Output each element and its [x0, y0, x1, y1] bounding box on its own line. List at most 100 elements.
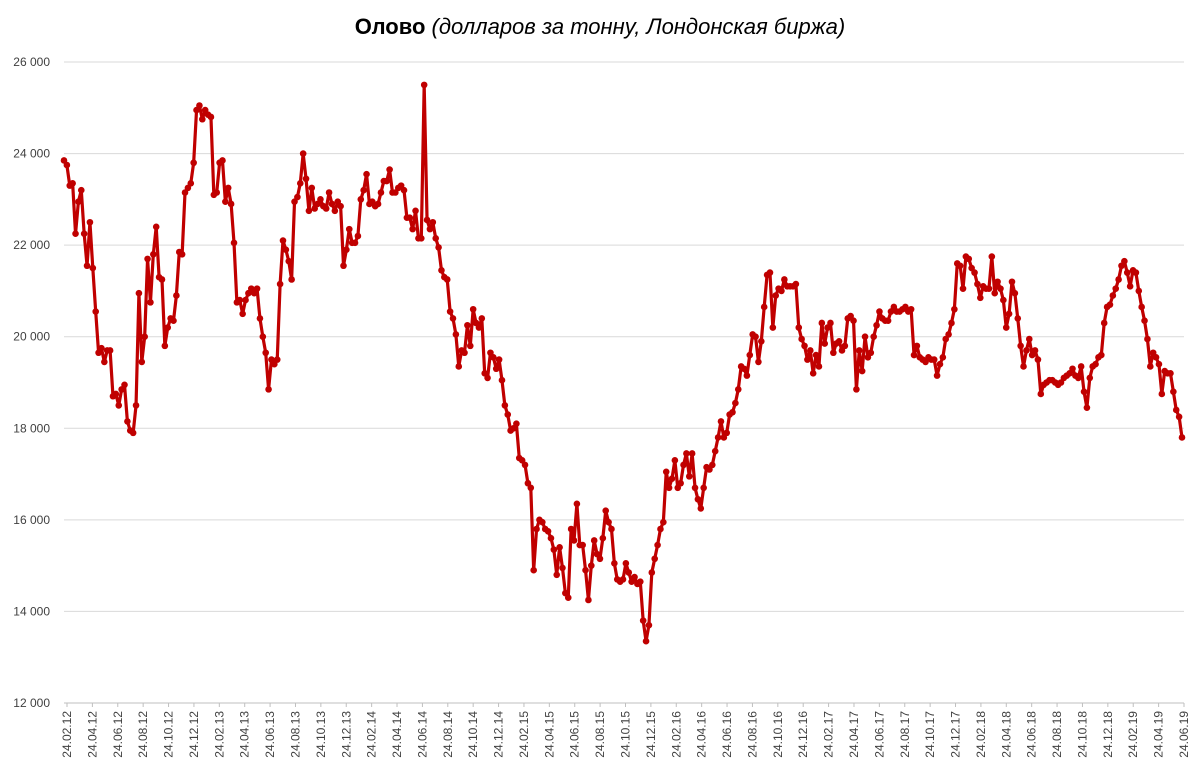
data-point — [1132, 269, 1140, 276]
data-point — [429, 218, 437, 226]
data-point — [331, 207, 339, 215]
series-line — [62, 83, 1184, 643]
data-point — [723, 429, 731, 437]
data-point — [585, 596, 592, 604]
data-point — [112, 390, 120, 398]
chart-title: Олово (долларов за тонну, Лондонская бир… — [355, 14, 845, 39]
data-point — [132, 402, 140, 409]
data-point — [1017, 342, 1024, 350]
data-point — [544, 528, 552, 535]
data-point — [729, 408, 736, 416]
x-tick-label: 24.02.14 — [365, 711, 379, 758]
data-point — [850, 317, 857, 324]
data-point — [913, 342, 921, 350]
data-point — [772, 292, 780, 299]
data-point — [1167, 370, 1174, 377]
data-point — [812, 351, 820, 359]
data-point — [1008, 278, 1016, 286]
data-point — [1034, 356, 1042, 363]
data-point — [977, 294, 984, 302]
x-tick-label: 24.10.18 — [1075, 711, 1089, 758]
data-point — [752, 333, 759, 341]
data-point — [959, 285, 967, 292]
data-point — [697, 505, 705, 512]
data-point — [997, 285, 1004, 292]
data-point — [1155, 360, 1163, 368]
y-tick-label: 26 000 — [13, 55, 50, 69]
data-point — [423, 216, 431, 224]
x-tick-label: 24.04.16 — [695, 711, 709, 758]
data-point — [870, 333, 877, 341]
data-point — [660, 518, 667, 526]
data-point — [714, 434, 722, 441]
data-point — [106, 347, 114, 354]
x-tick-label: 24.12.13 — [339, 711, 353, 758]
data-point — [1112, 285, 1120, 292]
data-point — [933, 372, 941, 379]
data-point — [259, 333, 267, 341]
data-point — [677, 479, 684, 487]
data-point — [435, 244, 442, 251]
data-point — [527, 484, 535, 492]
data-point — [1011, 289, 1019, 297]
x-tick-label: 24.04.18 — [999, 711, 1013, 758]
data-point — [792, 280, 800, 288]
y-tick-label: 20 000 — [13, 330, 50, 344]
y-tick-label: 12 000 — [13, 696, 50, 710]
x-tick-label: 24.08.14 — [441, 711, 455, 758]
data-point — [1086, 374, 1094, 382]
data-point — [69, 180, 76, 187]
x-tick-label: 24.10.15 — [619, 711, 633, 758]
data-point — [438, 267, 445, 274]
data-point — [1138, 303, 1145, 311]
data-point — [553, 571, 561, 579]
data-point — [374, 200, 382, 208]
data-point — [273, 356, 281, 363]
data-point — [75, 198, 82, 205]
x-tick-label: 24.04.14 — [390, 711, 404, 758]
data-point — [207, 113, 215, 121]
data-point — [1083, 404, 1091, 411]
data-point — [178, 251, 186, 258]
data-point — [971, 269, 978, 276]
y-tick-label: 16 000 — [13, 513, 50, 527]
data-point — [492, 365, 500, 373]
x-tick-label: 24.02.19 — [1126, 711, 1140, 758]
data-point — [700, 484, 707, 492]
data-point — [83, 262, 91, 270]
data-point — [199, 115, 206, 123]
data-point — [605, 518, 612, 526]
data-point — [948, 319, 955, 327]
data-point — [533, 525, 540, 533]
data-point — [974, 280, 981, 288]
y-tick-labels: 12 000 14 000 16 000 18 000 20 000 22 000 24 0… — [13, 55, 50, 710]
data-point — [147, 299, 154, 306]
data-point — [853, 386, 860, 393]
data-point — [196, 102, 203, 109]
data-point — [588, 562, 595, 569]
data-point — [461, 349, 468, 357]
data-point — [1109, 292, 1117, 299]
data-point — [939, 354, 947, 361]
data-point — [343, 246, 350, 254]
data-point — [559, 564, 566, 572]
x-tick-label: 24.02.15 — [517, 711, 531, 758]
data-point — [1106, 301, 1114, 308]
data-point — [357, 196, 365, 203]
x-tick-label: 24.12.15 — [644, 711, 658, 758]
x-tick-label: 24.08.17 — [898, 711, 912, 758]
data-point — [691, 484, 699, 492]
data-point — [582, 566, 589, 574]
data-point — [161, 342, 169, 350]
data-point — [564, 594, 572, 601]
data-point — [936, 360, 944, 368]
y-tick-label: 14 000 — [13, 604, 50, 618]
data-point — [262, 349, 270, 357]
data-point — [418, 234, 425, 242]
x-tick-label: 24.08.12 — [136, 711, 150, 758]
data-point — [804, 356, 811, 363]
data-point — [622, 560, 630, 567]
y-tick-label: 18 000 — [13, 421, 50, 435]
x-tick-label: 24.10.17 — [923, 711, 937, 758]
data-point — [236, 296, 244, 304]
